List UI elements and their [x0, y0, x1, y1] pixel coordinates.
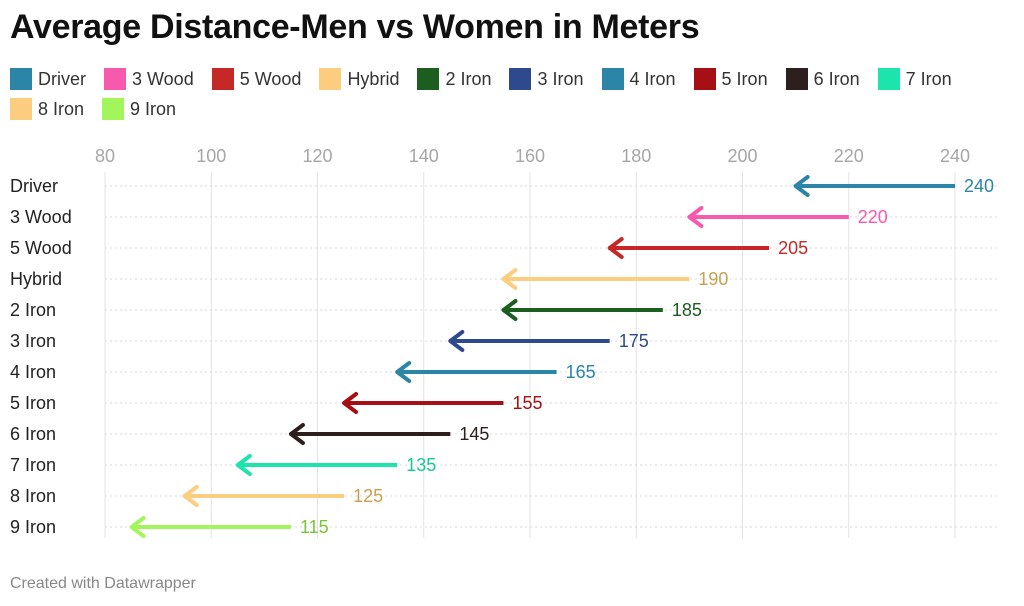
- arrow-head: [501, 268, 518, 290]
- arrow-head: [129, 516, 146, 538]
- arrow-head: [235, 454, 252, 476]
- category-label: 4 Iron: [10, 362, 56, 382]
- legend-label: 6 Iron: [813, 68, 860, 89]
- category-label: 9 Iron: [10, 517, 56, 537]
- value-label: 155: [512, 393, 542, 413]
- arrow-head: [448, 330, 465, 352]
- category-label: 5 Wood: [10, 238, 72, 258]
- legend-item: 3 Iron: [509, 68, 584, 90]
- category-label: 5 Iron: [10, 393, 56, 413]
- category-label: 7 Iron: [10, 455, 56, 475]
- legend-item: 5 Iron: [693, 68, 768, 90]
- category-label: 2 Iron: [10, 300, 56, 320]
- x-tick-label: 100: [196, 146, 226, 166]
- value-label: 135: [406, 455, 436, 475]
- legend-item: 7 Iron: [877, 68, 952, 90]
- arrow-head: [288, 423, 305, 445]
- legend-item: 5 Wood: [211, 68, 302, 90]
- legend-item: 4 Iron: [601, 68, 676, 90]
- value-label: 145: [459, 424, 489, 444]
- arrow-head: [607, 237, 624, 259]
- legend-swatch: [319, 68, 342, 90]
- legend-label: 5 Wood: [239, 68, 302, 89]
- legend-label: 3 Wood: [132, 68, 194, 89]
- legend-swatch: [601, 68, 624, 90]
- x-tick-label: 140: [409, 146, 439, 166]
- chart-legend: Driver 3 Wood 5 Wood Hybrid 2 Iron 3 Iron 4 Ir…: [10, 68, 1010, 120]
- footer-credit: Created with Datawrapper: [10, 575, 196, 592]
- legend-label: 5 Iron: [721, 68, 768, 89]
- legend-swatch: [10, 68, 32, 90]
- legend-item: Hybrid: [319, 68, 399, 90]
- value-label: 115: [300, 517, 329, 537]
- legend-swatch: [785, 68, 808, 90]
- legend-item: Driver: [10, 68, 86, 90]
- x-tick-label: 120: [302, 146, 332, 166]
- x-tick-label: 240: [940, 146, 970, 166]
- arrow-head: [501, 299, 518, 321]
- value-label: 205: [778, 238, 808, 258]
- x-tick-label: 80: [95, 146, 115, 166]
- value-label: 185: [672, 300, 702, 320]
- legend-item: 6 Iron: [785, 68, 860, 90]
- x-tick-label: 200: [727, 146, 757, 166]
- category-label: Driver: [10, 176, 58, 196]
- arrow-head: [395, 361, 412, 383]
- legend-swatch: [10, 98, 32, 120]
- arrow-head: [687, 206, 704, 228]
- legend-swatch: [104, 68, 126, 90]
- value-label: 190: [698, 269, 728, 289]
- value-label: 220: [858, 207, 888, 227]
- x-tick-label: 220: [834, 146, 864, 166]
- value-label: 165: [566, 362, 596, 382]
- legend-item: 8 Iron: [10, 98, 84, 120]
- category-label: 6 Iron: [10, 424, 56, 444]
- legend-label: 8 Iron: [38, 98, 85, 119]
- x-tick-label: 180: [621, 146, 651, 166]
- legend-item: 9 Iron: [102, 98, 176, 120]
- legend-item: 3 Wood: [104, 68, 194, 90]
- legend-label: Hybrid: [347, 68, 400, 89]
- legend-label: 9 Iron: [130, 98, 177, 119]
- value-label: 240: [964, 176, 994, 196]
- legend-label: 7 Iron: [905, 68, 952, 89]
- legend-swatch: [693, 68, 716, 90]
- x-tick-label: 160: [515, 146, 545, 166]
- category-label: Hybrid: [10, 269, 62, 289]
- legend-label: Driver: [38, 68, 86, 89]
- legend-swatch: [102, 98, 125, 120]
- legend-swatch: [211, 68, 234, 90]
- legend-swatch: [877, 68, 900, 90]
- category-label: 8 Iron: [10, 486, 56, 506]
- category-label: 3 Wood: [10, 207, 72, 227]
- legend-swatch: [417, 68, 440, 90]
- legend-item: 2 Iron: [417, 68, 491, 90]
- legend-label: 4 Iron: [629, 68, 676, 89]
- legend-label: 2 Iron: [445, 68, 492, 89]
- legend-swatch: [509, 68, 532, 90]
- arrow-head: [342, 392, 359, 414]
- arrow-head: [182, 485, 199, 507]
- category-label: 3 Iron: [10, 331, 56, 351]
- arrow-head: [793, 175, 810, 197]
- legend-label: 3 Iron: [537, 68, 584, 89]
- chart-title: Average Distance-Men vs Women in Meters: [10, 8, 700, 46]
- value-label: 175: [619, 331, 649, 351]
- value-label: 125: [353, 486, 383, 506]
